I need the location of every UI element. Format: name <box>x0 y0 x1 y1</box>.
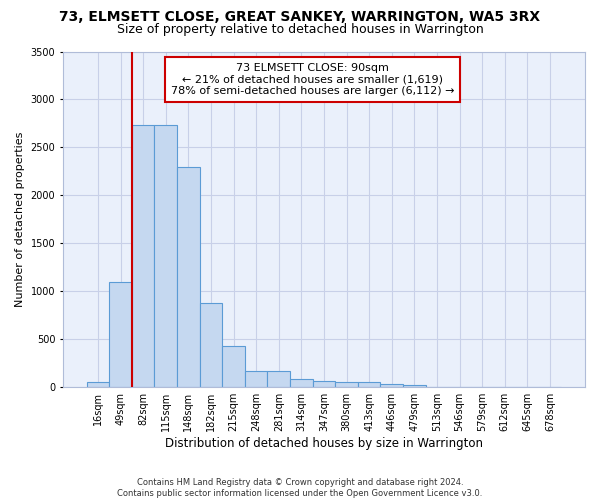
Bar <box>245 371 268 387</box>
Bar <box>290 378 313 387</box>
Bar <box>380 384 403 387</box>
Bar <box>109 282 132 387</box>
Bar <box>313 382 335 387</box>
Text: Size of property relative to detached houses in Warrington: Size of property relative to detached ho… <box>116 22 484 36</box>
Bar <box>86 382 109 387</box>
Bar <box>222 346 245 387</box>
Bar <box>358 382 380 387</box>
Bar <box>177 166 200 387</box>
Bar <box>268 371 290 387</box>
Text: Contains HM Land Registry data © Crown copyright and database right 2024.
Contai: Contains HM Land Registry data © Crown c… <box>118 478 482 498</box>
Y-axis label: Number of detached properties: Number of detached properties <box>15 132 25 307</box>
Bar <box>335 382 358 387</box>
Text: 73 ELMSETT CLOSE: 90sqm
← 21% of detached houses are smaller (1,619)
78% of semi: 73 ELMSETT CLOSE: 90sqm ← 21% of detache… <box>171 63 454 96</box>
Bar <box>200 303 222 387</box>
Text: 73, ELMSETT CLOSE, GREAT SANKEY, WARRINGTON, WA5 3RX: 73, ELMSETT CLOSE, GREAT SANKEY, WARRING… <box>59 10 541 24</box>
Bar <box>403 386 425 387</box>
Bar <box>154 126 177 387</box>
X-axis label: Distribution of detached houses by size in Warrington: Distribution of detached houses by size … <box>165 437 483 450</box>
Bar <box>132 126 154 387</box>
